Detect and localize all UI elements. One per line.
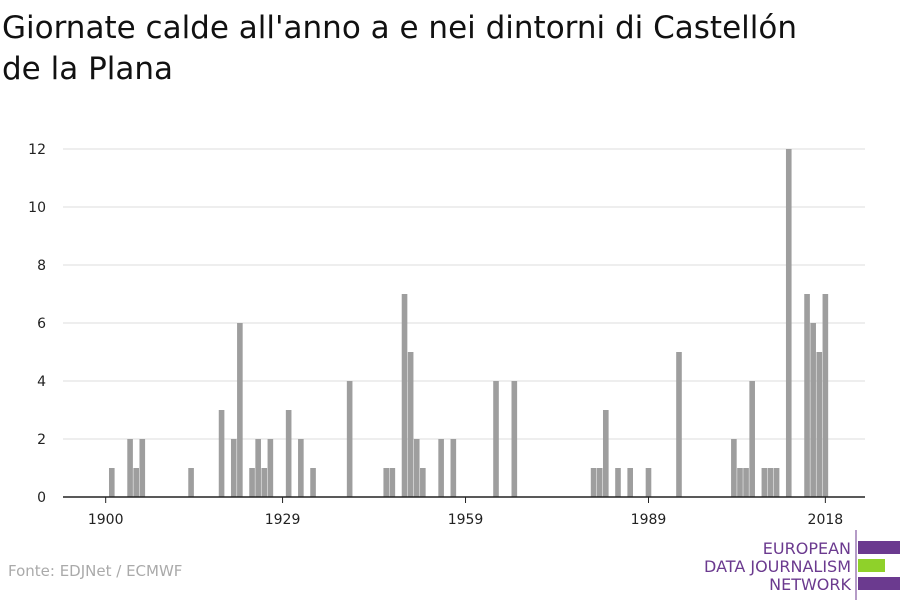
bar [767,468,774,497]
bar [188,468,194,497]
y-tick-label: 4 [37,374,46,390]
bar [511,381,518,497]
logo-bar [858,577,900,590]
bar [230,439,237,497]
bar [285,410,292,497]
bar [761,468,768,497]
bar [602,410,609,497]
logo-text: DATA JOURNALISM [704,557,851,576]
bar [590,468,597,497]
logo-text: EUROPEAN [763,539,851,558]
chart-title: de la Plana [2,51,173,87]
bar [737,468,743,497]
bar [676,352,682,497]
y-tick-label: 2 [37,432,46,448]
bar [237,323,243,497]
y-tick-label: 0 [37,490,46,506]
bar [749,381,755,497]
x-tick-label: 1929 [265,512,301,528]
bar [822,294,829,497]
bar [743,468,749,497]
y-tick-label: 6 [37,316,46,332]
bar [810,323,816,497]
bar [133,468,139,497]
bar [218,410,225,497]
bar [804,294,810,497]
bar [413,439,420,497]
bar [407,352,414,497]
bar [127,439,133,497]
x-tick-label: 1989 [631,512,667,528]
bar [450,439,457,497]
bar [255,439,261,497]
x-tick-label: 2018 [808,512,844,528]
bar [249,468,255,497]
bar [310,468,316,497]
bar [401,294,408,497]
bar [493,381,499,497]
bar [773,468,780,497]
bar [298,439,304,497]
bar [438,439,444,497]
y-tick-label: 10 [28,200,46,216]
bar [596,468,603,497]
logo-bar [858,559,885,572]
bar [785,149,792,497]
bar [346,381,353,497]
bar [645,468,652,497]
bar [261,468,268,497]
bar [383,468,390,497]
bar [267,439,274,497]
bar [627,468,633,497]
bar [108,468,115,497]
bar [615,468,621,497]
bar [731,439,737,497]
bar [139,439,146,497]
bar [389,468,396,497]
chart-title: Giornate calde all'anno a e nei dintorni… [2,10,797,46]
source: Fonte: EDJNet / ECMWF [8,562,182,580]
y-tick-label: 8 [37,258,46,274]
logo-bar [858,541,900,554]
logo-text: NETWORK [769,575,851,594]
bar [816,352,823,497]
x-tick-label: 1959 [448,512,484,528]
x-tick-label: 1900 [88,512,124,528]
y-tick-label: 12 [28,142,46,158]
bar [420,468,426,497]
